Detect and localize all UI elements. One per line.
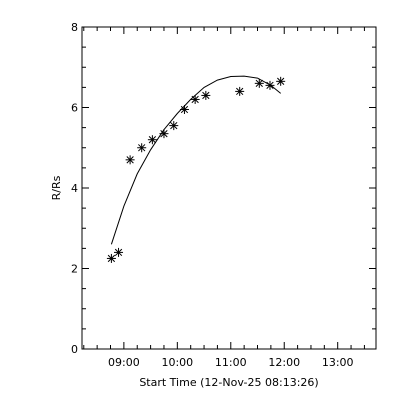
y-tick-label: 6	[71, 102, 78, 115]
data-point	[190, 94, 200, 104]
y-tick-label: 8	[71, 21, 78, 34]
data-point	[169, 121, 179, 131]
x-tick-label: 09:00	[108, 356, 140, 369]
y-tick-label: 2	[71, 263, 78, 276]
data-point	[125, 155, 135, 165]
data-point	[147, 135, 157, 145]
data-point	[201, 90, 211, 100]
x-axis-label: Start Time (12-Nov-25 08:13:26)	[139, 376, 318, 389]
data-point	[265, 80, 275, 90]
data-point	[114, 247, 124, 257]
y-tick-label: 4	[71, 182, 78, 195]
x-tick-label: 10:00	[161, 356, 193, 369]
y-axis-label: R/Rs	[50, 175, 63, 200]
data-point	[159, 129, 169, 139]
fit-curve	[110, 75, 282, 245]
data-point	[254, 78, 264, 88]
data-point	[276, 76, 286, 86]
data-point	[106, 253, 116, 263]
x-tick-label: 12:00	[268, 356, 300, 369]
y-tick-label: 0	[71, 343, 78, 356]
x-tick-label: 11:00	[215, 356, 247, 369]
x-tick-label: 13:00	[322, 356, 354, 369]
data-point	[235, 86, 245, 96]
data-point	[179, 105, 189, 115]
data-point	[137, 143, 147, 153]
